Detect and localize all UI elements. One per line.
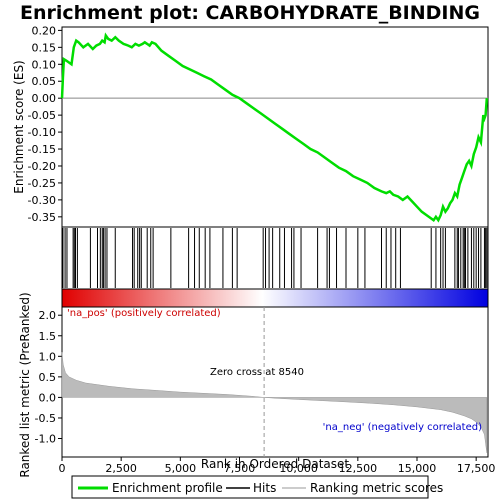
es-y-tick-label: 0.05 [32,75,57,88]
es-y-tick-label: -0.10 [28,126,56,139]
es-y-tick-label: -0.25 [28,177,56,190]
metric-panel-frame [61,306,489,458]
x-axis: 0 2,500 5,000 7,500 10,000 12,500 15,000 17,500 [59,457,496,475]
es-y-tick-label: -0.35 [28,211,56,224]
metric-y-tick-label: 0.0 [39,391,57,404]
legend-label-ranking-metric: Ranking metric scores [310,481,443,495]
x-tick-label: 17,500 [457,462,496,475]
x-tick-label: 0 [59,462,66,475]
metric-y-tick-label: 2.0 [39,309,57,322]
legend-label-enrichment-profile: Enrichment profile [112,481,223,495]
es-y-tick-label: -0.15 [28,143,56,156]
x-tick-label: 7,500 [224,462,256,475]
legend-box [71,475,429,499]
es-y-tick-label: 0.10 [32,58,57,71]
chart-title: Enrichment plot: CARBOHYDRATE_BINDING [20,2,480,24]
x-tick-label: 15,000 [398,462,437,475]
hits-panel-frame [61,226,489,290]
es-y-axis-label: Enrichment score (ES) [12,60,26,193]
es-panel: 0.20 0.15 0.10 0.05 0.00 -0.05 -0.10 -0.15 -0.20… [28,24,489,224]
legend-label-hits: Hits [253,481,276,495]
metric-y-tick-label: 1.5 [39,330,57,343]
es-y-tick-label: -0.30 [28,194,56,207]
ranking-metric-area [61,352,488,453]
es-y-tick-label: 0.15 [32,41,57,54]
es-y-tick-label: 0.00 [32,92,57,105]
enrichment-profile-line [60,32,489,223]
x-tick-label: 2,500 [105,462,137,475]
metric-y-tick-label: -1.0 [35,433,56,446]
metric-y-tick-label: -0.5 [35,412,56,425]
x-tick-label: 10,000 [279,462,318,475]
es-panel-frame [61,26,489,228]
metric-panel: 2.0 1.5 1.0 0.5 0.0 -0.5 -1.0 [35,307,488,457]
metric-y-axis-label: Ranked list metric (PreRanked) [18,292,32,477]
metric-y-tick-label: 0.5 [39,371,57,384]
x-tick-label: 5,000 [165,462,197,475]
na-neg-label: 'na_neg' (negatively correlated) [323,422,482,433]
es-y-tick-label: -0.20 [28,160,56,173]
rank-gradient-bar [62,289,488,307]
es-y-tick-label: -0.05 [28,109,56,122]
es-y-tick-label: 0.20 [32,24,57,37]
legend: Enrichment profile Hits Ranking metric s… [71,475,443,499]
na-pos-label: 'na_pos' (positively correlated) [67,308,221,319]
hits-panel [62,228,488,288]
x-tick-label: 12,500 [339,462,378,475]
zero-cross-label: Zero cross at 8540 [210,367,304,378]
x-axis-label: Rank in Ordered Dataset [201,457,349,471]
metric-y-tick-label: 1.0 [39,350,57,363]
